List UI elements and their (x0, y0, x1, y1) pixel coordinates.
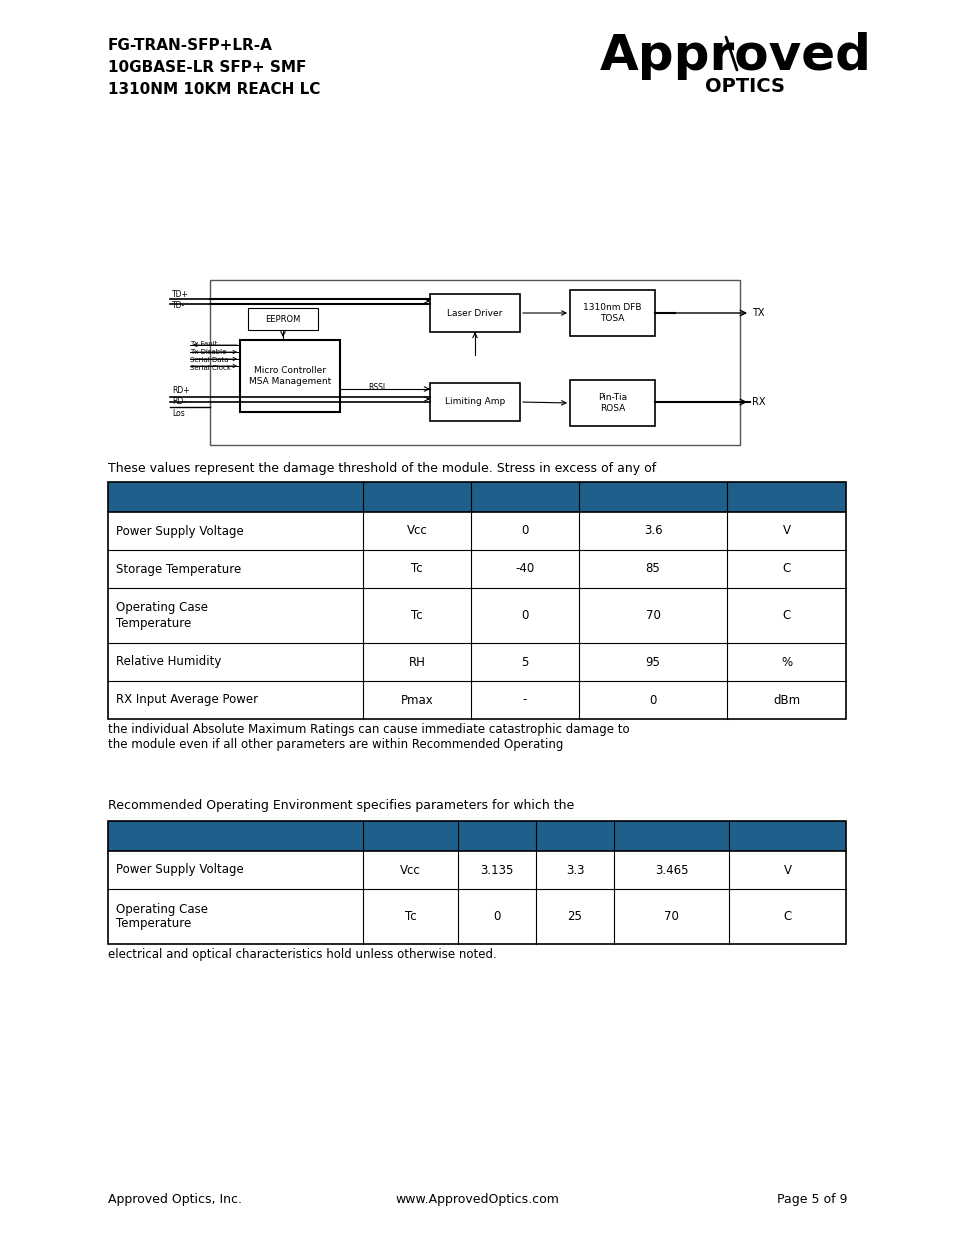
Text: Approved Optics, Inc.: Approved Optics, Inc. (108, 1193, 242, 1207)
Text: Power Supply Voltage: Power Supply Voltage (116, 525, 244, 537)
Text: These values represent the damage threshold of the module. Stress in excess of a: These values represent the damage thresh… (108, 462, 656, 475)
Text: -40: -40 (515, 562, 534, 576)
Text: Laser Driver: Laser Driver (447, 309, 502, 317)
Text: the individual Absolute Maximum Ratings can cause immediate catastrophic damage : the individual Absolute Maximum Ratings … (108, 722, 629, 751)
Text: Micro Controller
MSA Management: Micro Controller MSA Management (249, 367, 331, 385)
Text: dBm: dBm (772, 694, 800, 706)
Text: 25: 25 (567, 910, 582, 923)
Text: RD+
RD-
Los: RD+ RD- Los (172, 387, 190, 417)
Text: 0: 0 (493, 910, 500, 923)
Text: FG-TRAN-SFP+LR-A: FG-TRAN-SFP+LR-A (108, 38, 273, 53)
Text: Pmax: Pmax (400, 694, 433, 706)
Text: Relative Humidity: Relative Humidity (116, 656, 221, 668)
Text: 1310nm DFB
TOSA: 1310nm DFB TOSA (582, 304, 641, 322)
Bar (240, 340, 339, 412)
Text: RX Input Average Power: RX Input Average Power (116, 694, 258, 706)
Text: 3.465: 3.465 (654, 863, 687, 877)
Text: 70: 70 (645, 609, 659, 622)
Text: EEPROM: EEPROM (265, 315, 300, 324)
Bar (108, 821, 845, 944)
Text: RX: RX (751, 396, 764, 408)
Text: Operating Case
Temperature: Operating Case Temperature (116, 903, 208, 930)
Text: Vcc: Vcc (406, 525, 427, 537)
Text: Page 5 of 9: Page 5 of 9 (777, 1193, 847, 1207)
Text: Storage Temperature: Storage Temperature (116, 562, 241, 576)
Text: %: % (781, 656, 791, 668)
Text: Recommended Operating Environment specifies parameters for which the: Recommended Operating Environment specif… (108, 799, 574, 811)
Text: 70: 70 (663, 910, 679, 923)
Bar (210, 280, 740, 445)
Bar (569, 380, 655, 426)
Text: 85: 85 (645, 562, 659, 576)
Text: 0: 0 (520, 609, 528, 622)
Text: 0: 0 (520, 525, 528, 537)
Text: Tc: Tc (411, 609, 422, 622)
Text: 10GBASE-LR SFP+ SMF: 10GBASE-LR SFP+ SMF (108, 61, 306, 75)
Text: Vcc: Vcc (399, 863, 420, 877)
Text: 1310NM 10KM REACH LC: 1310NM 10KM REACH LC (108, 82, 320, 98)
Bar (248, 308, 317, 330)
Text: V: V (782, 863, 791, 877)
Text: C: C (782, 910, 791, 923)
Text: TX: TX (751, 308, 763, 317)
Text: Limiting Amp: Limiting Amp (444, 398, 504, 406)
Text: 5: 5 (520, 656, 528, 668)
Text: V: V (781, 525, 790, 537)
Text: Tx Fault
Tx Disable
Serial Data
Serial Clock: Tx Fault Tx Disable Serial Data Serial C… (190, 341, 231, 370)
Text: OPTICS: OPTICS (704, 77, 784, 96)
Text: Power Supply Voltage: Power Supply Voltage (116, 863, 244, 877)
Text: 3.6: 3.6 (643, 525, 661, 537)
Text: 3.135: 3.135 (479, 863, 513, 877)
Text: Tc: Tc (404, 910, 416, 923)
Bar (430, 383, 519, 421)
Text: RH: RH (408, 656, 425, 668)
Bar (569, 290, 655, 336)
Text: 3.3: 3.3 (565, 863, 583, 877)
Bar (108, 821, 845, 851)
Bar (108, 482, 845, 513)
Text: RSSI: RSSI (368, 383, 385, 391)
Text: www.ApprovedOptics.com: www.ApprovedOptics.com (395, 1193, 558, 1207)
Text: electrical and optical characteristics hold unless otherwise noted.: electrical and optical characteristics h… (108, 948, 497, 961)
Bar (108, 482, 845, 719)
Text: 95: 95 (645, 656, 659, 668)
Text: Operating Case
Temperature: Operating Case Temperature (116, 601, 208, 630)
Text: Approved: Approved (599, 32, 871, 80)
Text: TD+
TD-: TD+ TD- (172, 290, 189, 310)
Bar (430, 294, 519, 332)
Text: C: C (781, 562, 790, 576)
Text: 0: 0 (649, 694, 656, 706)
Text: Tc: Tc (411, 562, 422, 576)
Text: Pin-Tia
ROSA: Pin-Tia ROSA (598, 393, 626, 412)
Text: -: - (522, 694, 527, 706)
Text: C: C (781, 609, 790, 622)
